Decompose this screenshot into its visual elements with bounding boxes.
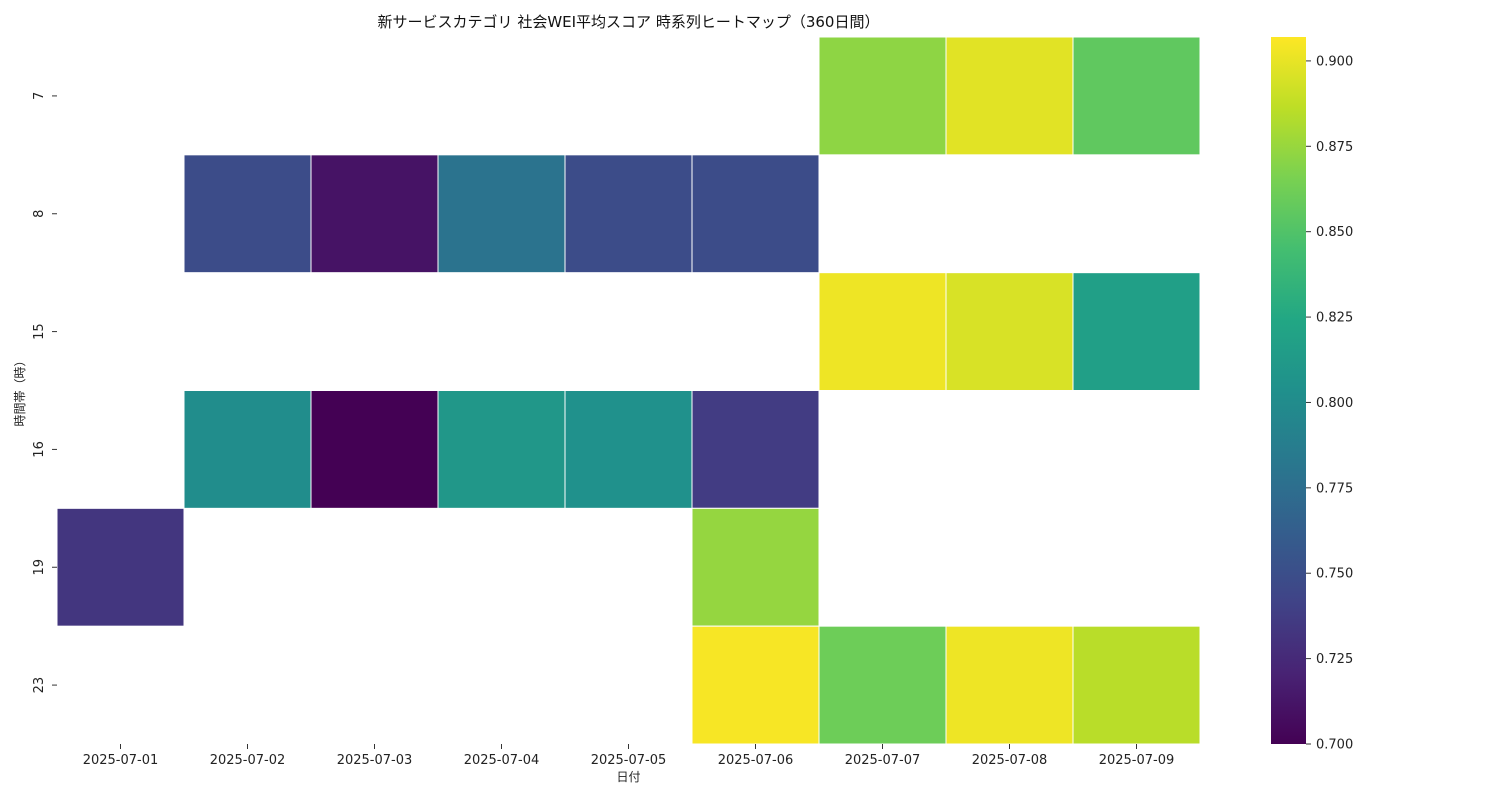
y-tick-label: 8 bbox=[32, 210, 47, 218]
heatmap-cell bbox=[1072, 36, 1201, 156]
colorbar-tick-label: 0.700 bbox=[1316, 738, 1353, 753]
heatmap-cell bbox=[945, 625, 1074, 745]
x-axis-ticks: 2025-07-01 2025-07-02 2025-07-03 2025-07-04… bbox=[83, 744, 1175, 768]
colorbar-tick-label: 0.825 bbox=[1316, 311, 1353, 326]
heatmap-cell bbox=[437, 154, 566, 274]
heatmap-cell bbox=[564, 390, 693, 509]
x-axis-label: 日付 bbox=[616, 770, 640, 784]
colorbar-tick-label: 0.850 bbox=[1316, 225, 1353, 240]
y-tick-label: 7 bbox=[32, 92, 47, 100]
colorbar-tick-label: 0.800 bbox=[1316, 396, 1353, 411]
colorbar bbox=[1271, 37, 1306, 744]
heatmap-cell bbox=[183, 390, 312, 509]
y-tick-label: 16 bbox=[32, 441, 47, 458]
heatmap-cell bbox=[1072, 625, 1201, 745]
heatmap-cell bbox=[818, 625, 947, 745]
heatmap-cell bbox=[945, 272, 1074, 391]
y-axis-ticks: 7 8 15 16 19 23 bbox=[32, 92, 57, 694]
heatmap-cell bbox=[437, 390, 566, 509]
heatmap-cell bbox=[818, 272, 947, 391]
x-tick-label: 2025-07-05 bbox=[591, 753, 667, 768]
colorbar-tick-label: 0.900 bbox=[1316, 54, 1353, 69]
x-tick-label: 2025-07-08 bbox=[972, 753, 1048, 768]
colorbar-tick-label: 0.775 bbox=[1316, 481, 1353, 496]
heatmap-cell bbox=[691, 154, 820, 274]
x-tick-label: 2025-07-02 bbox=[210, 753, 286, 768]
x-tick-label: 2025-07-06 bbox=[718, 753, 794, 768]
heatmap-cell bbox=[818, 36, 947, 156]
heatmap-cell bbox=[310, 154, 439, 274]
x-tick-label: 2025-07-03 bbox=[337, 753, 413, 768]
colorbar-tick-label: 0.725 bbox=[1316, 652, 1353, 667]
heatmap-cell bbox=[691, 507, 820, 627]
heatmap-cell bbox=[691, 625, 820, 745]
x-tick-label: 2025-07-01 bbox=[83, 753, 159, 768]
heatmap-cell bbox=[310, 390, 439, 509]
heatmap-cell bbox=[1072, 272, 1201, 391]
y-tick-label: 15 bbox=[32, 323, 47, 340]
colorbar-tick-label: 0.875 bbox=[1316, 140, 1353, 155]
heatmap-cell bbox=[183, 154, 312, 274]
heatmap-cell bbox=[56, 507, 185, 627]
y-axis-label: 時間帯（時） bbox=[13, 354, 27, 426]
heatmap-cell bbox=[945, 36, 1074, 156]
x-tick-label: 2025-07-07 bbox=[845, 753, 921, 768]
y-tick-label: 19 bbox=[32, 559, 47, 576]
colorbar-ticks: 0.700 0.725 0.750 0.775 0.800 0.825 0.850 0.875… bbox=[1306, 54, 1353, 753]
chart-title: 新サービスカテゴリ 社会WEI平均スコア 時系列ヒートマップ（360日間） bbox=[378, 13, 880, 31]
heatmap-cells bbox=[56, 36, 1201, 745]
heatmap-cell bbox=[691, 390, 820, 509]
x-tick-label: 2025-07-04 bbox=[464, 753, 540, 768]
heatmap-cell bbox=[564, 154, 693, 274]
colorbar-tick-label: 0.750 bbox=[1316, 567, 1353, 582]
y-tick-label: 23 bbox=[32, 677, 47, 694]
x-tick-label: 2025-07-09 bbox=[1099, 753, 1175, 768]
